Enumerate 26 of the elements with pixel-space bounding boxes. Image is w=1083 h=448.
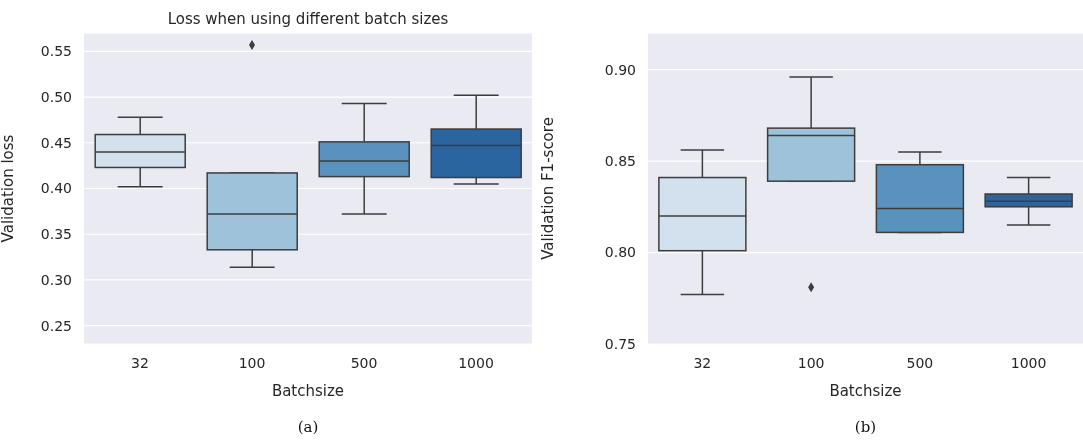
x-tick-label: 1000 [458,354,494,371]
x-tick-label: 32 [131,354,149,371]
y-tick-label: 0.55 [40,43,72,60]
x-axis-title: Batchsize [829,382,902,400]
x-tick-label: 32 [693,354,712,371]
x-tick-label: 100 [238,354,266,371]
y-tick-label: 0.75 [604,335,636,352]
y-tick-label: 0.50 [40,89,72,105]
y-tick-label: 0.40 [40,180,72,197]
x-tick-label: 100 [797,354,825,371]
y-tick-label: 0.25 [40,317,72,334]
y-axis-title: Validation loss [0,134,18,243]
text: (b) [853,418,878,436]
x-axis-title: Batchsize [271,382,345,400]
y-tick-label: 0.90 [604,61,636,78]
y-tick-label: 0.85 [604,153,636,170]
y-tick-label: 0.45 [40,134,72,151]
x-tick-label: 500 [906,354,934,371]
x-tick-label: 500 [350,354,378,371]
x-tick-label: 1000 [1010,354,1047,371]
y-axis-title: Validation F1-score [539,117,558,260]
chart-title: Loss when using different batch sizes [166,10,450,28]
y-tick-label: 0.35 [40,226,72,243]
text: (a) [296,418,320,436]
y-tick-label: 0.30 [40,271,72,288]
y-tick-label: 0.80 [604,244,636,261]
